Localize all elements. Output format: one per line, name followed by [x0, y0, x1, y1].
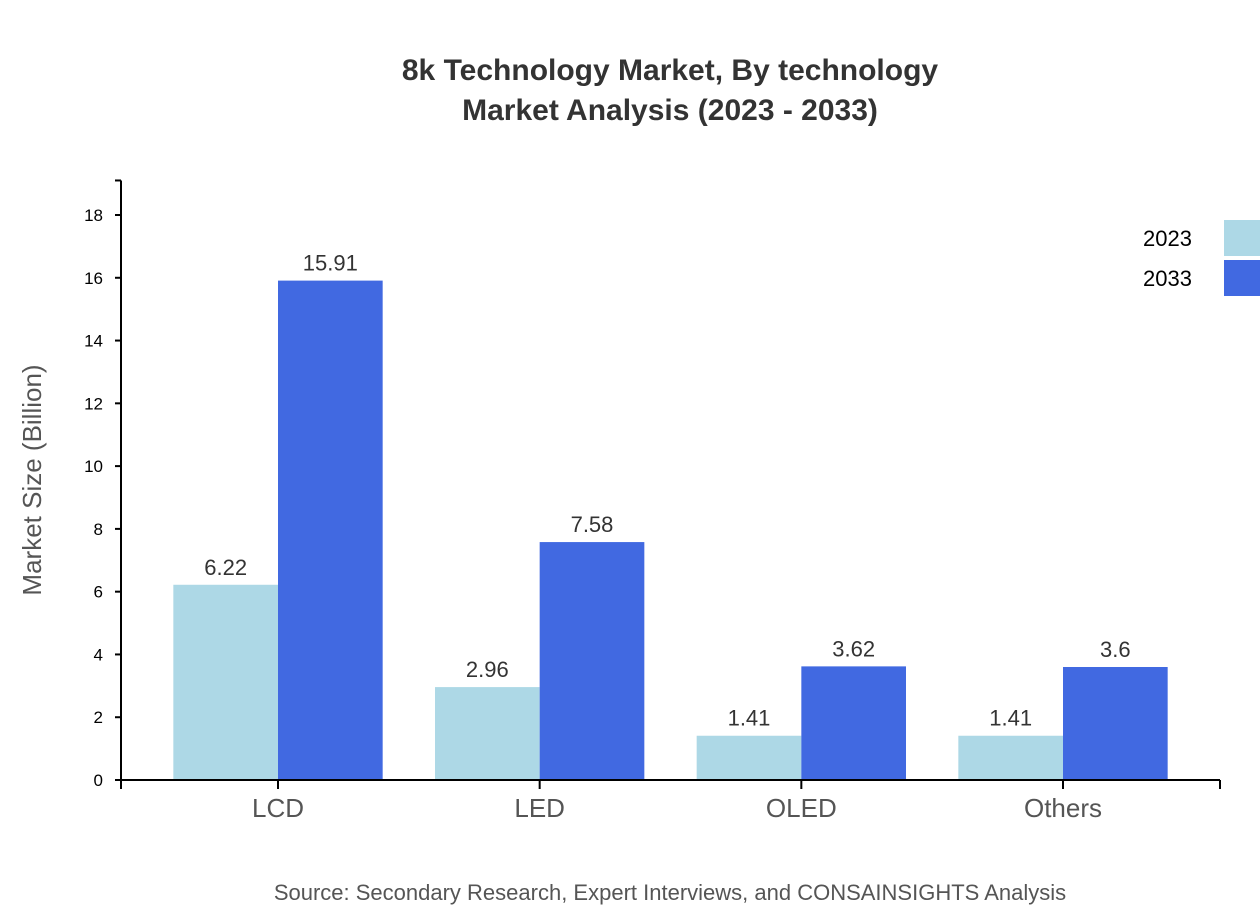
- chart-title-line2: Market Analysis (2023 - 2033): [462, 94, 878, 127]
- legend-label-2033: 2033: [1143, 266, 1192, 291]
- bar-led-2033: [539, 542, 645, 780]
- data-label-others-2023: 1.41: [989, 706, 1032, 731]
- x-axis: LCD LED OLED Others: [120, 779, 1221, 823]
- y-tick-label: 16: [84, 269, 103, 288]
- data-label-lcd-2033: 15.91: [303, 251, 358, 276]
- y-tick-label: 4: [94, 645, 103, 664]
- y-tick-label: 10: [84, 457, 103, 476]
- x-tick-label-others: Others: [1024, 793, 1102, 823]
- bar-lcd-2033: [278, 280, 383, 780]
- data-label-led-2023: 2.96: [466, 657, 509, 682]
- y-axis-label: Market Size (Billion): [17, 364, 47, 595]
- legend-label-2023: 2023: [1143, 226, 1192, 251]
- data-label-oled-2023: 1.41: [728, 706, 771, 731]
- legend-swatch-2033: [1224, 260, 1260, 296]
- bar-oled-2033: [801, 666, 906, 780]
- y-tick-label: 12: [84, 394, 103, 413]
- data-label-lcd-2023: 6.22: [204, 555, 247, 580]
- x-tick-label-oled: OLED: [766, 793, 837, 823]
- x-tick-label-led: LED: [514, 793, 565, 823]
- bars: [173, 280, 1168, 780]
- data-label-led-2033: 7.58: [571, 512, 614, 537]
- data-label-others-2033: 3.6: [1100, 637, 1131, 662]
- y-tick-label: 18: [84, 206, 103, 225]
- bar-led-2023: [435, 687, 540, 780]
- bar-lcd-2023: [173, 584, 278, 780]
- chart-title-line1: 8k Technology Market, By technology: [402, 54, 939, 87]
- y-tick-label: 2: [94, 708, 103, 727]
- data-label-oled-2033: 3.62: [832, 636, 875, 661]
- y-tick-label: 8: [94, 520, 103, 539]
- legend-swatch-2023: [1224, 220, 1260, 256]
- bar-oled-2023: [696, 735, 802, 780]
- y-tick-label: 6: [94, 583, 103, 602]
- bar-others-2023: [958, 735, 1063, 780]
- data-labels: 6.22 15.91 2.96 7.58 1.41 3.62 1.41 3.6: [204, 251, 1130, 731]
- y-tick-label: 0: [94, 771, 103, 790]
- bar-others-2033: [1063, 667, 1168, 780]
- y-axis: 0 2 4 6 8 10 12 14 16 18: [84, 179, 122, 790]
- x-tick-label-lcd: LCD: [252, 793, 304, 823]
- y-tick-label: 14: [84, 332, 103, 351]
- legend: 2023 2033: [1143, 220, 1260, 296]
- source-note: Source: Secondary Research, Expert Inter…: [274, 880, 1066, 905]
